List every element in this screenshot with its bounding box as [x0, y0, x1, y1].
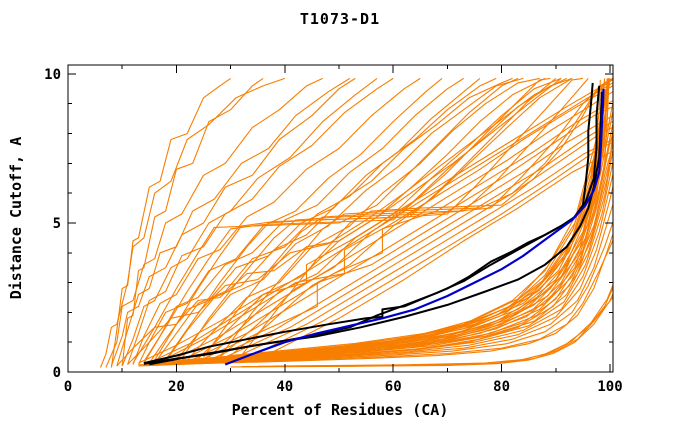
model-ensemble-curve [99, 77, 285, 368]
model-ensemble-curve [121, 77, 378, 367]
y-tick-label: 10 [44, 67, 61, 83]
model-ensemble-curve [170, 91, 613, 362]
model-ensemble-curve [176, 103, 613, 363]
model-ensemble-curve [149, 222, 613, 366]
chart-title: T1073-D1 [299, 10, 381, 28]
model-ensemble-curve [181, 100, 613, 361]
model-ensemble-curve [273, 285, 613, 367]
model-ensemble-curve [219, 77, 613, 358]
model-ensemble-curve [121, 77, 264, 367]
model-ensemble-curve [143, 77, 551, 362]
x-tick-label: 40 [276, 379, 293, 395]
model-ensemble-curve [132, 77, 519, 364]
model-ensemble-curve [235, 139, 613, 358]
model-ensemble-curve [138, 234, 613, 367]
model-ensemble-curve [268, 150, 613, 355]
model-ensemble-curve [105, 77, 323, 368]
model-ensemble-curve [127, 77, 567, 365]
model-ensemble-curve [148, 77, 481, 364]
model-ensemble-curve [230, 294, 613, 368]
x-tick-label: 0 [64, 379, 72, 395]
model-ensemble-curve [149, 82, 613, 363]
model-ensemble-curve [203, 77, 613, 358]
model-ensemble-curve [170, 163, 613, 365]
model-ensemble-curve [175, 77, 524, 361]
model-ensemble-curve [240, 79, 613, 356]
model-ensemble-curve [116, 77, 351, 367]
y-axis-label-text: Distance Cutoff, A [7, 136, 25, 300]
reference-blue-model-curve [224, 88, 605, 366]
x-tick-label: 20 [168, 379, 185, 395]
x-tick-label: 60 [385, 379, 402, 395]
y-tick-label: 5 [53, 216, 61, 232]
model-ensemble-curve [154, 124, 613, 365]
model-ensemble-curve [203, 115, 613, 360]
axis-frame [67, 64, 614, 373]
model-ensemble-curve [154, 77, 497, 364]
model-ensemble-curve [159, 85, 613, 363]
model-ensemble-curve [186, 77, 540, 361]
highlight-black-models-curve [149, 91, 603, 366]
model-ensemble-curve [219, 78, 609, 358]
model-ensemble-curve [192, 106, 613, 360]
model-ensemble-curve [138, 145, 613, 366]
x-tick-label: 80 [493, 379, 510, 395]
x-axis-label: Percent of Residues (CA) [231, 401, 449, 419]
model-ensemble-curve [208, 88, 608, 359]
model-ensemble-curve [138, 79, 613, 364]
model-ensemble-curve [230, 78, 610, 357]
model-ensemble-curve [110, 77, 356, 367]
y-tick-label: 0 [53, 365, 61, 381]
model-ensemble-curve [127, 77, 394, 365]
model-ensemble-curve [208, 78, 610, 361]
model-ensemble-curve [116, 77, 562, 367]
model-ensemble-curve [160, 85, 603, 363]
model-ensemble-curve [143, 77, 464, 364]
model-ensemble-curve [214, 121, 613, 359]
curves-group [99, 77, 613, 368]
model-ensemble-curve [165, 77, 513, 362]
x-tick-label: 100 [597, 379, 622, 395]
highlight-black-models-curve [143, 82, 594, 365]
model-ensemble-curve [224, 127, 613, 358]
model-ensemble-curve [110, 77, 231, 368]
model-ensemble-curve [143, 133, 613, 365]
model-ensemble-curve [132, 77, 421, 365]
ticks-group [67, 65, 613, 373]
model-ensemble-curve [165, 77, 583, 361]
